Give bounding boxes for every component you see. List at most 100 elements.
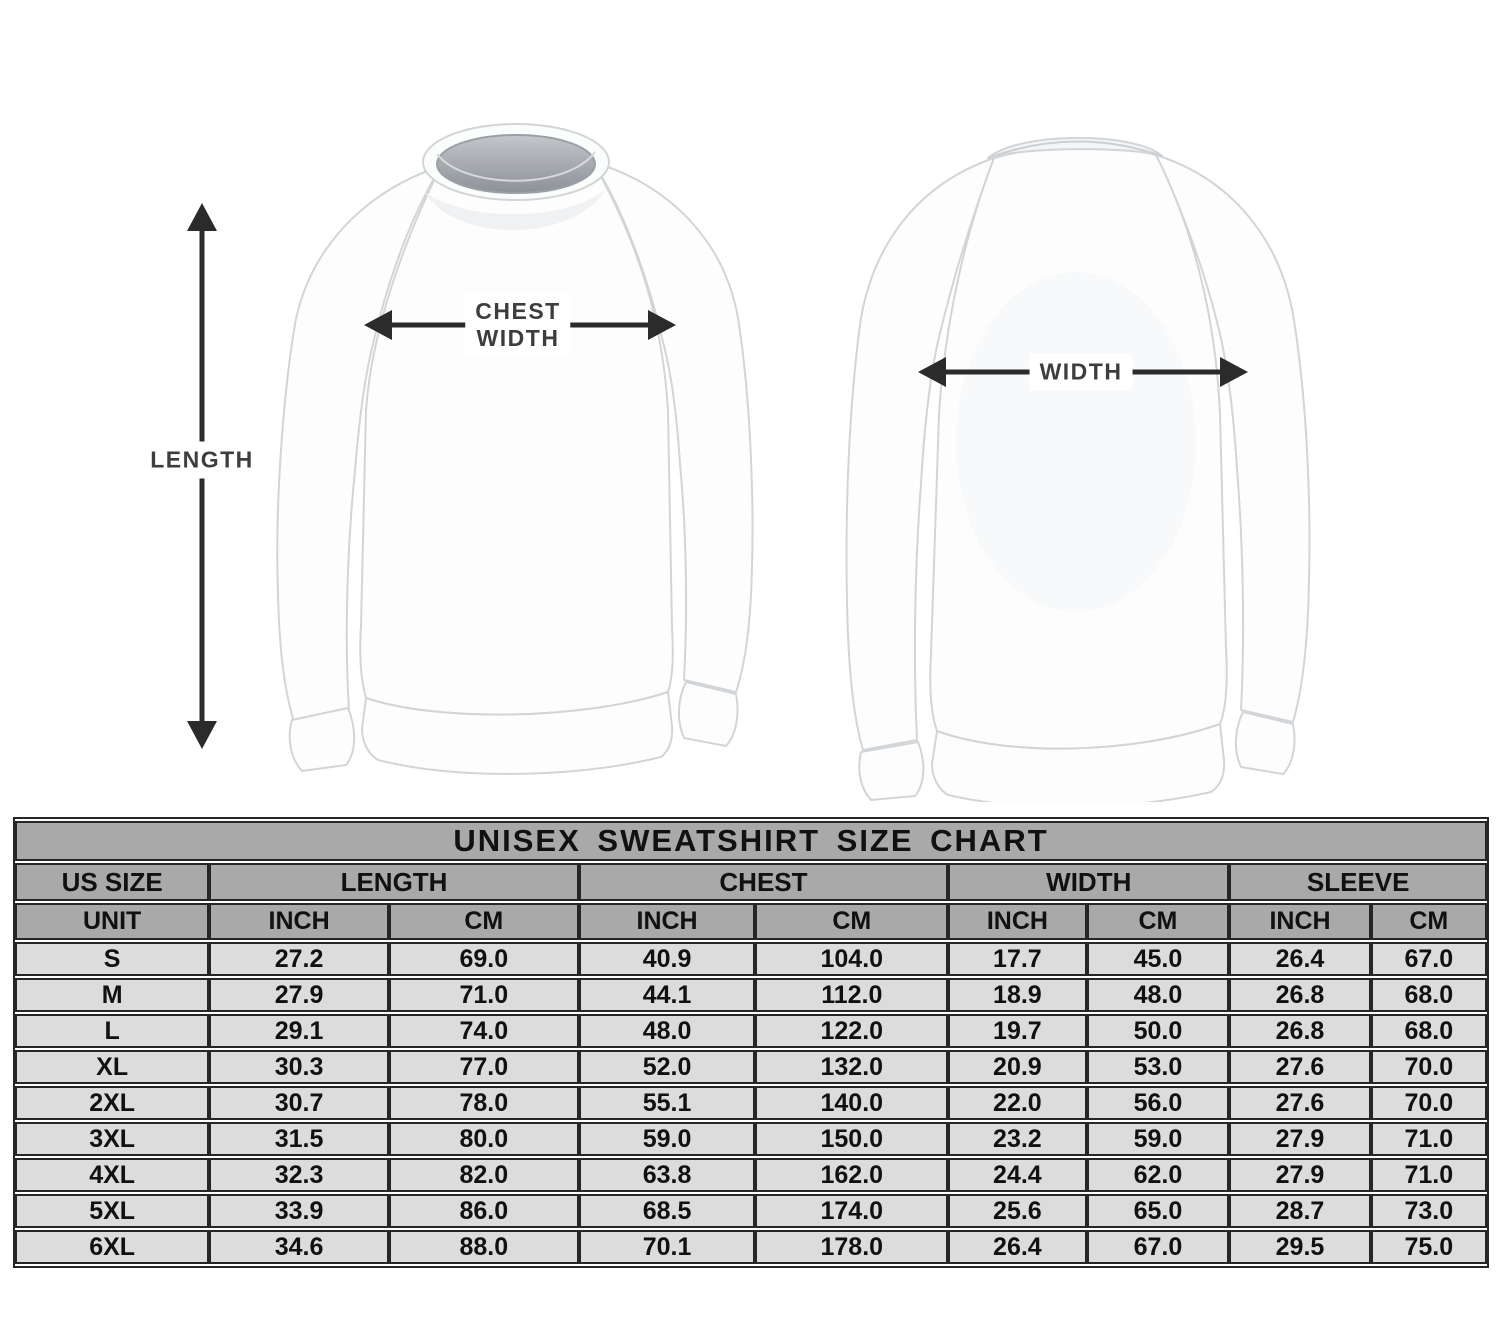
value-cell: 112.0 [755,978,949,1012]
value-cell: 140.0 [755,1086,949,1120]
unit-header-chest-cm: CM [755,903,949,940]
size-cell: 2XL [15,1086,210,1120]
table-row: M 27.9 71.0 44.1 112.0 18.9 48.0 26.8 68… [15,978,1487,1012]
value-cell: 19.7 [948,1014,1087,1048]
value-cell: 30.7 [209,1086,389,1120]
value-cell: 162.0 [755,1158,949,1192]
back-collar-seam [987,140,1163,159]
table-row: 6XL 34.6 88.0 70.1 178.0 26.4 67.0 29.5 … [15,1230,1487,1264]
front-neck-opening [436,134,596,194]
size-cell: M [15,978,210,1012]
value-cell: 71.0 [1370,1158,1487,1192]
unit-row-header: UNIT [15,903,210,940]
value-cell: 71.0 [1370,1122,1487,1156]
value-cell: 71.0 [388,978,579,1012]
front-right-cuff [678,681,739,747]
value-cell: 68.0 [1370,978,1487,1012]
value-cell: 178.0 [755,1230,949,1264]
value-cell: 82.0 [388,1158,579,1192]
value-cell: 40.9 [578,942,756,976]
length-label: LENGTH [140,441,264,479]
chest-width-arrowhead-left [364,310,392,340]
value-cell: 68.0 [1370,1014,1487,1048]
value-cell: 70.0 [1370,1050,1487,1084]
table-row: S 27.2 69.0 40.9 104.0 17.7 45.0 26.4 67… [15,942,1487,976]
value-cell: 27.9 [209,978,389,1012]
value-cell: 59.0 [578,1122,756,1156]
value-cell: 26.4 [948,1230,1087,1264]
chest-width-arrowhead-right [648,310,676,340]
value-cell: 53.0 [1086,1050,1230,1084]
unit-header-sleeve-cm: CM [1370,903,1487,940]
back-right-sleeve [1155,154,1311,723]
value-cell: 48.0 [578,1014,756,1048]
length-arrowhead-bottom [187,721,217,749]
value-cell: 27.6 [1229,1050,1371,1084]
value-cell: 150.0 [755,1122,949,1156]
value-cell: 31.5 [209,1122,389,1156]
table-row: 4XL 32.3 82.0 63.8 162.0 24.4 62.0 27.9 … [15,1158,1487,1192]
value-cell: 70.0 [1370,1086,1487,1120]
value-cell: 132.0 [755,1050,949,1084]
value-cell: 27.2 [209,942,389,976]
value-cell: 78.0 [388,1086,579,1120]
front-right-sleeve [592,161,754,693]
value-cell: 62.0 [1086,1158,1230,1192]
value-cell: 22.0 [948,1086,1087,1120]
value-cell: 44.1 [578,978,756,1012]
value-cell: 32.3 [209,1158,389,1192]
front-collar-shadow [425,190,605,231]
size-cell: XL [15,1050,210,1084]
front-collar-seam [436,151,596,182]
value-cell: 104.0 [755,942,949,976]
value-cell: 55.1 [578,1086,756,1120]
back-left-sleeve [845,157,995,751]
value-cell: 27.9 [1229,1158,1371,1192]
column-header-us-size: US SIZE [15,863,210,901]
value-cell: 50.0 [1086,1014,1230,1048]
value-cell: 29.5 [1229,1230,1371,1264]
value-cell: 34.6 [209,1230,389,1264]
value-cell: 73.0 [1370,1194,1487,1228]
size-chart-title: UNISEX SWEATSHIRT SIZE CHART [15,821,1487,861]
value-cell: 30.3 [209,1050,389,1084]
value-cell: 26.4 [1229,942,1371,976]
value-cell: 28.7 [1229,1194,1371,1228]
length-arrowhead-top [187,203,217,231]
table-row: L 29.1 74.0 48.0 122.0 19.7 50.0 26.8 68… [15,1014,1487,1048]
unit-header-width-cm: CM [1086,903,1230,940]
size-chart-section: UNISEX SWEATSHIRT SIZE CHART US SIZE LEN… [13,817,1489,1268]
table-row: 3XL 31.5 80.0 59.0 150.0 23.2 59.0 27.9 … [15,1122,1487,1156]
back-sweatshirt-image [845,136,1311,802]
value-cell: 67.0 [1370,942,1487,976]
measurement-diagram: LENGTH CHEST WIDTH WIDTH [140,123,1311,802]
value-cell: 24.4 [948,1158,1087,1192]
value-cell: 26.8 [1229,1014,1371,1048]
unit-header-width-inch: INCH [948,903,1087,940]
column-header-sleeve: SLEEVE [1229,863,1487,901]
value-cell: 17.7 [948,942,1087,976]
value-cell: 26.8 [1229,978,1371,1012]
value-cell: 68.5 [578,1194,756,1228]
value-cell: 88.0 [388,1230,579,1264]
value-cell: 29.1 [209,1014,389,1048]
size-cell: 4XL [15,1158,210,1192]
value-cell: 20.9 [948,1050,1087,1084]
back-center-shading [956,272,1196,612]
column-header-length: LENGTH [209,863,579,901]
value-cell: 69.0 [388,942,579,976]
size-cell: S [15,942,210,976]
value-cell: 63.8 [578,1158,756,1192]
back-width-label: WIDTH [1029,353,1133,391]
value-cell: 77.0 [388,1050,579,1084]
value-cell: 75.0 [1370,1230,1487,1264]
value-cell: 25.6 [948,1194,1087,1228]
chest-width-label-line2: WIDTH [476,325,560,351]
column-header-chest: CHEST [578,863,949,901]
back-width-arrowhead-right [1220,357,1248,387]
column-header-width: WIDTH [948,863,1230,901]
back-width-arrowhead-left [918,357,946,387]
value-cell: 27.6 [1229,1086,1371,1120]
unit-header-chest-inch: INCH [578,903,756,940]
value-cell: 59.0 [1086,1122,1230,1156]
